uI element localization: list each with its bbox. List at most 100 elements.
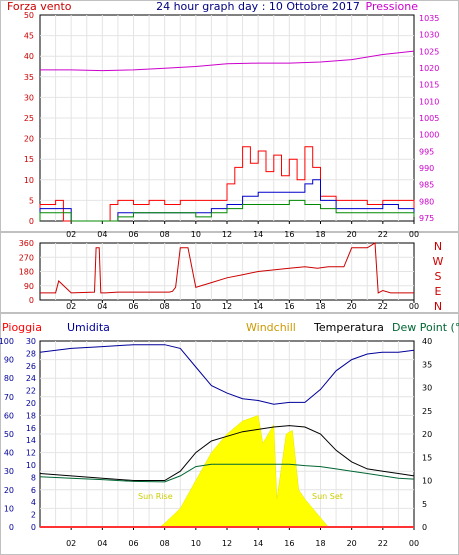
rain-tick-label: 4	[31, 498, 36, 507]
wind-direction-tick-label: 360	[19, 239, 34, 248]
x-tick-label: 14	[253, 302, 263, 311]
wind-speed-tick-label: 25	[24, 114, 34, 123]
panel2-hour-ticks: 02 04 06 08 10 12 14 16 18 20 22 00	[66, 300, 419, 311]
wind-speed-tick-label: 35	[24, 73, 34, 82]
temperature-line	[39, 425, 415, 481]
humidity-tick-label: 100	[0, 337, 14, 346]
x-tick-label: 18	[315, 539, 325, 548]
wind-speed-axis-label: Forza vento	[7, 0, 72, 13]
humidity-tick-label: 10	[4, 504, 14, 513]
x-tick-label: 16	[284, 230, 294, 239]
humidity-tick-label: 70	[4, 393, 14, 402]
x-tick-label: 02	[66, 302, 76, 311]
x-tick-label: 06	[128, 302, 138, 311]
x-tick-label: 22	[378, 302, 388, 311]
wind-direction-tick-label: 90	[24, 282, 34, 291]
pressure-tick-label: 995	[419, 147, 434, 156]
pressure-tick-label: 1000	[419, 131, 439, 140]
pressure-tick-label: 1005	[419, 114, 439, 123]
x-tick-label: 06	[128, 539, 138, 548]
humidity-label: Umidita	[67, 321, 110, 334]
x-tick-label: 06	[128, 230, 138, 239]
wind-speed-tick-label: 15	[24, 155, 34, 164]
wind-speed-line	[39, 146, 415, 222]
rain-tick-label: 26	[26, 362, 36, 371]
x-tick-label: 04	[97, 230, 107, 239]
compass-label: N	[434, 300, 442, 313]
panel3-series	[39, 344, 415, 528]
compass-label: S	[435, 270, 442, 283]
x-tick-label: 14	[253, 539, 263, 548]
panel1-grid	[40, 15, 414, 221]
x-tick-label: 08	[160, 302, 170, 311]
temperature-tick-label: 35	[422, 360, 432, 369]
temperature-label: Temperatura	[313, 321, 384, 334]
temperature-tick-label: 5	[422, 500, 427, 509]
rain-tick-label: 8	[31, 473, 36, 482]
x-tick-label: 20	[347, 302, 357, 311]
panel2-series	[40, 242, 414, 294]
chart-title: 24 hour graph day : 10 Ottobre 2017	[156, 0, 360, 13]
panel1-series	[39, 50, 415, 222]
pressure-ticks: 975 980 985 990 995 1000 1005 1010 1015 1020 1025 1…	[419, 14, 439, 223]
wind-speed-tick-label: 0	[29, 217, 34, 226]
x-tick-label: 22	[378, 230, 388, 239]
panel3-hour-ticks: 02 04 06 08 10 12 14 16 18 20 22 00	[66, 527, 419, 548]
x-tick-label: 20	[347, 230, 357, 239]
rain-tick-label: 2	[31, 511, 36, 520]
compass-label: E	[435, 285, 442, 298]
x-tick-label: 22	[378, 539, 388, 548]
humidity-tick-label: 20	[4, 486, 14, 495]
temperature-tick-label: 25	[422, 407, 432, 416]
rain-tick-label: 20	[26, 399, 36, 408]
rain-tick-label: 30	[26, 337, 36, 346]
rain-tick-label: 10	[26, 461, 36, 470]
x-tick-label: 16	[284, 302, 294, 311]
humidity-tick-label: 80	[4, 374, 14, 383]
solar-radiation-area	[159, 415, 329, 528]
x-tick-label: 00	[409, 302, 419, 311]
wind-direction-line	[40, 242, 414, 294]
wind-speed-tick-label: 45	[24, 32, 34, 41]
humidity-tick-label: 40	[4, 449, 14, 458]
pressure-tick-label: 980	[419, 197, 434, 206]
panel2-grid	[40, 243, 414, 300]
humidity-tick-label: 50	[4, 430, 14, 439]
rain-tick-label: 18	[26, 411, 36, 420]
rain-tick-label: 14	[26, 436, 36, 445]
x-tick-label: 04	[97, 539, 107, 548]
dew-point-line	[39, 463, 415, 483]
x-tick-label: 08	[160, 230, 170, 239]
x-tick-label: 10	[191, 302, 201, 311]
wind-direction-tick-label: 0	[29, 296, 34, 305]
sunrise-label: Sun Rise	[138, 492, 173, 501]
wind-speed-tick-label: 10	[24, 176, 34, 185]
wind-direction-tick-label: 180	[19, 268, 34, 277]
pressure-axis-label: Pressione	[366, 0, 419, 13]
pressure-tick-label: 985	[419, 181, 434, 190]
x-tick-label: 14	[253, 230, 263, 239]
humidity-tick-label: 60	[4, 411, 14, 420]
x-tick-label: 04	[97, 302, 107, 311]
wind-speed-tick-label: 30	[24, 93, 34, 102]
compass-label: N	[434, 240, 442, 253]
x-tick-label: 00	[409, 539, 419, 548]
x-tick-label: 20	[347, 539, 357, 548]
rain-tick-label: 24	[26, 374, 36, 383]
temperature-tick-label: 15	[422, 453, 432, 462]
humidity-line	[39, 344, 415, 405]
x-tick-label: 12	[222, 539, 232, 548]
pressure-tick-label: 1020	[419, 64, 439, 73]
rain-tick-label: 28	[26, 349, 36, 358]
x-tick-label: 08	[160, 539, 170, 548]
pressure-tick-label: 990	[419, 164, 434, 173]
x-tick-label: 18	[315, 230, 325, 239]
pressure-tick-label: 1030	[419, 31, 439, 40]
temperature-tick-label: 40	[422, 337, 432, 346]
rain-label: Pioggia	[2, 321, 42, 334]
wind-speed-tick-label: 40	[24, 52, 34, 61]
rain-tick-label: 6	[31, 486, 36, 495]
windchill-label: Windchill	[246, 321, 296, 334]
